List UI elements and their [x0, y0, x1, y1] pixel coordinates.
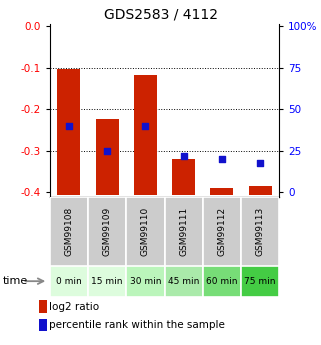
Bar — [96, 118, 119, 195]
Text: percentile rank within the sample: percentile rank within the sample — [49, 320, 225, 330]
Text: GDS2583 / 4112: GDS2583 / 4112 — [103, 7, 218, 21]
Point — [219, 157, 224, 162]
Bar — [211, 188, 233, 195]
Text: log2 ratio: log2 ratio — [49, 302, 99, 312]
FancyBboxPatch shape — [126, 266, 164, 297]
FancyBboxPatch shape — [88, 197, 126, 266]
FancyBboxPatch shape — [126, 197, 164, 266]
Text: 30 min: 30 min — [130, 277, 161, 286]
Bar — [57, 69, 80, 195]
Bar — [134, 75, 157, 195]
Text: GSM99110: GSM99110 — [141, 207, 150, 256]
Bar — [249, 186, 272, 195]
Text: GSM99111: GSM99111 — [179, 207, 188, 256]
FancyBboxPatch shape — [164, 266, 203, 297]
Bar — [39, 319, 48, 331]
Text: 75 min: 75 min — [244, 277, 276, 286]
Text: GSM99112: GSM99112 — [217, 207, 226, 256]
FancyBboxPatch shape — [203, 197, 241, 266]
Point — [181, 153, 186, 159]
FancyBboxPatch shape — [241, 197, 279, 266]
Text: time: time — [3, 276, 29, 286]
Point — [105, 148, 110, 154]
Point — [257, 160, 263, 165]
FancyBboxPatch shape — [50, 197, 88, 266]
FancyBboxPatch shape — [203, 266, 241, 297]
FancyBboxPatch shape — [50, 266, 88, 297]
FancyBboxPatch shape — [88, 266, 126, 297]
Text: 15 min: 15 min — [91, 277, 123, 286]
Bar — [39, 300, 48, 313]
Text: GSM99109: GSM99109 — [103, 207, 112, 256]
Text: GSM99108: GSM99108 — [65, 207, 74, 256]
FancyBboxPatch shape — [241, 266, 279, 297]
Bar — [172, 159, 195, 195]
Text: 45 min: 45 min — [168, 277, 199, 286]
Point — [66, 123, 72, 129]
Text: 60 min: 60 min — [206, 277, 238, 286]
Text: 0 min: 0 min — [56, 277, 82, 286]
Text: GSM99113: GSM99113 — [256, 207, 265, 256]
Point — [143, 123, 148, 129]
FancyBboxPatch shape — [164, 197, 203, 266]
